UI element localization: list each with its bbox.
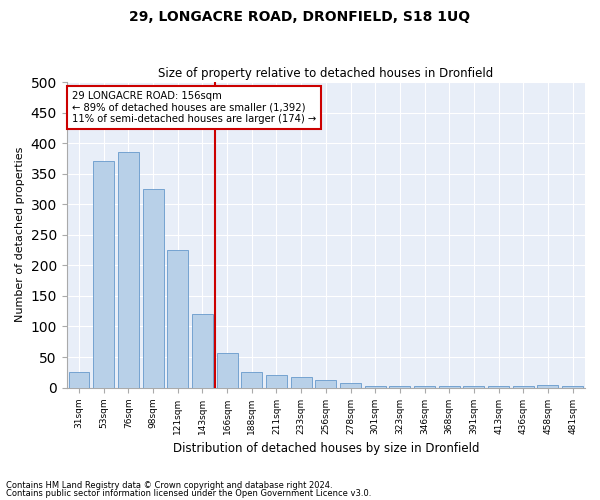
- Text: Contains HM Land Registry data © Crown copyright and database right 2024.: Contains HM Land Registry data © Crown c…: [6, 481, 332, 490]
- Bar: [266, 376, 287, 388]
- Bar: [513, 386, 534, 388]
- Bar: [414, 386, 435, 388]
- Y-axis label: Number of detached properties: Number of detached properties: [15, 147, 25, 322]
- Text: Contains public sector information licensed under the Open Government Licence v3: Contains public sector information licen…: [6, 488, 371, 498]
- Bar: [192, 314, 213, 388]
- Bar: [93, 162, 114, 388]
- Bar: [290, 377, 311, 388]
- Bar: [488, 386, 509, 388]
- Bar: [463, 386, 484, 388]
- Bar: [538, 384, 559, 388]
- Bar: [439, 386, 460, 388]
- Text: 29 LONGACRE ROAD: 156sqm
← 89% of detached houses are smaller (1,392)
11% of sem: 29 LONGACRE ROAD: 156sqm ← 89% of detach…: [72, 91, 316, 124]
- Bar: [217, 352, 238, 388]
- Bar: [365, 386, 386, 388]
- Bar: [68, 372, 89, 388]
- Bar: [340, 384, 361, 388]
- Bar: [167, 250, 188, 388]
- X-axis label: Distribution of detached houses by size in Dronfield: Distribution of detached houses by size …: [173, 442, 479, 455]
- Bar: [241, 372, 262, 388]
- Title: Size of property relative to detached houses in Dronfield: Size of property relative to detached ho…: [158, 66, 493, 80]
- Bar: [316, 380, 337, 388]
- Bar: [389, 386, 410, 388]
- Text: 29, LONGACRE ROAD, DRONFIELD, S18 1UQ: 29, LONGACRE ROAD, DRONFIELD, S18 1UQ: [130, 10, 470, 24]
- Bar: [118, 152, 139, 388]
- Bar: [562, 386, 583, 388]
- Bar: [143, 189, 164, 388]
